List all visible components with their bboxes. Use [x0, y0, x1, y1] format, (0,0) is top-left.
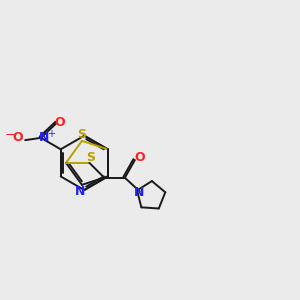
Text: S: S [86, 151, 95, 164]
Text: N: N [75, 184, 86, 198]
Text: N: N [39, 131, 50, 144]
Text: −: − [5, 128, 16, 142]
Text: +: + [46, 129, 55, 140]
Text: O: O [13, 131, 23, 144]
Text: S: S [77, 128, 86, 141]
Text: O: O [55, 116, 65, 130]
Text: O: O [135, 151, 145, 164]
Text: N: N [134, 186, 144, 200]
